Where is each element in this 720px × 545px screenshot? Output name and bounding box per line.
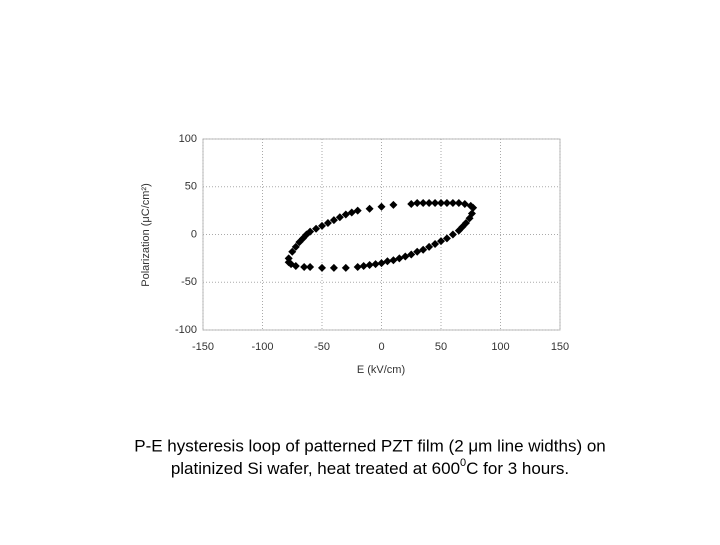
x-tick-label: 100 <box>491 341 509 353</box>
y-tick-label: -50 <box>181 276 197 288</box>
point <box>401 252 410 261</box>
point <box>419 245 428 254</box>
point <box>407 199 416 208</box>
point <box>467 209 476 218</box>
point <box>395 254 404 263</box>
point <box>448 230 457 239</box>
point <box>454 198 463 207</box>
point <box>295 238 304 247</box>
x-tick-label: -50 <box>314 341 330 353</box>
point <box>341 210 350 219</box>
point <box>377 202 386 211</box>
point <box>437 237 445 246</box>
x-tick-label: -150 <box>192 341 214 353</box>
point <box>288 247 297 256</box>
x-tick-label: 50 <box>435 341 447 353</box>
x-tick-label: 150 <box>551 341 569 353</box>
point <box>291 242 300 251</box>
caption-text: C for 3 hours. <box>466 459 569 478</box>
point <box>371 260 380 269</box>
point <box>442 198 451 207</box>
point <box>329 263 338 272</box>
point <box>318 221 326 230</box>
point <box>335 213 344 222</box>
point <box>329 216 338 225</box>
caption-line: platinized Si wafer, heat treated at 600… <box>171 457 569 479</box>
point <box>442 234 451 243</box>
point <box>359 262 368 271</box>
y-tick-label: -100 <box>175 324 197 336</box>
point <box>353 262 362 271</box>
point <box>365 204 374 213</box>
y-tick-label: 50 <box>185 181 197 193</box>
point <box>437 198 445 207</box>
point <box>389 200 398 209</box>
point <box>460 199 469 208</box>
point <box>431 198 440 207</box>
point <box>353 206 362 215</box>
point <box>347 208 356 217</box>
point <box>377 259 386 268</box>
point <box>291 262 300 271</box>
caption-line: P-E hysteresis loop of patterned PZT fil… <box>134 436 606 455</box>
point <box>407 250 416 259</box>
point <box>323 219 332 228</box>
y-tick-label: 100 <box>179 133 197 145</box>
point <box>365 261 374 270</box>
point <box>389 256 398 265</box>
point <box>341 263 350 272</box>
point <box>413 198 422 207</box>
point <box>431 240 440 249</box>
point <box>461 219 470 228</box>
y-tick-label: 0 <box>191 228 197 240</box>
y-axis-label: Polarization (μC/cm²) <box>140 183 152 287</box>
caption-text: platinized Si wafer, heat treated at 600 <box>171 459 460 478</box>
point <box>300 262 309 271</box>
point <box>425 198 434 207</box>
point <box>425 242 434 251</box>
point <box>306 262 315 271</box>
x-tick-label: 0 <box>378 341 384 353</box>
point <box>448 198 457 207</box>
caption-sup: 0 <box>460 457 466 469</box>
point <box>383 257 392 266</box>
point <box>413 247 422 256</box>
point <box>466 201 475 210</box>
point <box>318 263 326 272</box>
point <box>312 224 321 233</box>
x-axis-label: E (kV/cm) <box>357 364 405 376</box>
point <box>419 198 428 207</box>
x-tick-label: -100 <box>251 341 273 353</box>
